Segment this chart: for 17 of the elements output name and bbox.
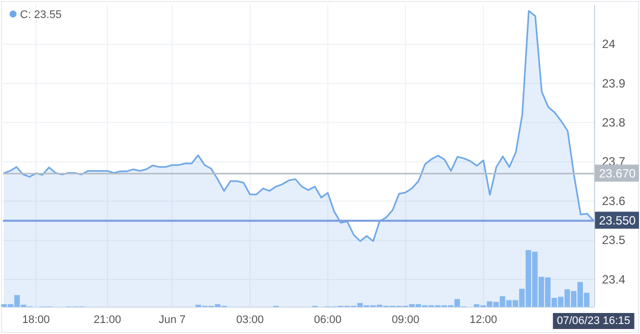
x-tick-label: 18:00 bbox=[22, 314, 50, 326]
y-tick-label: 23.9 bbox=[602, 76, 626, 90]
x-tick-label: Jun 7 bbox=[158, 314, 186, 326]
y-tick-label: 23.8 bbox=[602, 116, 626, 130]
x-tick-label: 09:00 bbox=[392, 314, 420, 326]
x-tick-label: 06:00 bbox=[314, 314, 342, 326]
y-tick-label: 23.6 bbox=[602, 194, 626, 208]
x-tick-label: 03:00 bbox=[236, 314, 264, 326]
ref-line-label: 23.670 bbox=[599, 166, 636, 181]
y-tick-label: 23.4 bbox=[602, 272, 626, 286]
legend-label: C: 23.55 bbox=[20, 9, 62, 21]
x-tick-label: 07/06/23 16:15 bbox=[556, 315, 630, 327]
y-tick-label: 23.5 bbox=[602, 233, 626, 248]
x-tick-label: 12:00 bbox=[470, 314, 498, 326]
x-tick-label: 21:00 bbox=[94, 314, 122, 326]
ref-line-label: 23.550 bbox=[599, 214, 636, 228]
y-tick-label: 24 bbox=[602, 37, 616, 52]
